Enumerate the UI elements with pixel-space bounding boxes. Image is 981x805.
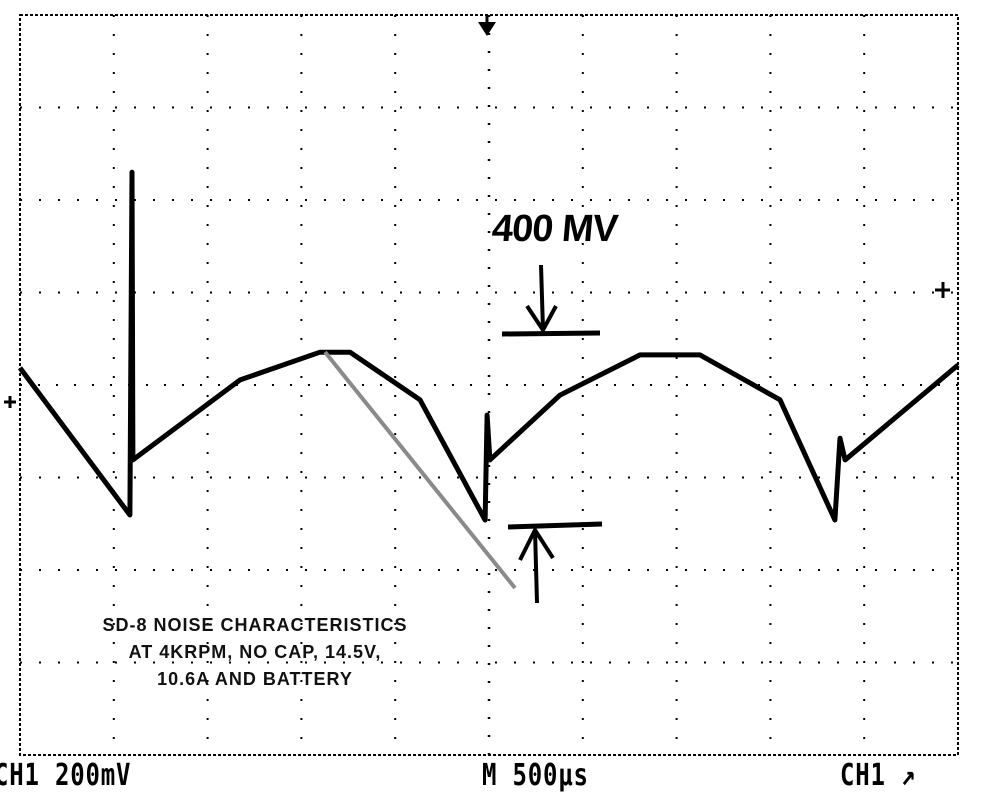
ch1-ground-marker-icon xyxy=(4,396,16,408)
down-arrow-icon xyxy=(525,264,558,334)
caption-line: 10.6A AND BATTERY xyxy=(157,669,353,689)
caption-note: SD-8 NOISE CHARACTERISTICS AT 4KRPM, NO … xyxy=(40,612,470,693)
ch1-trace xyxy=(17,169,960,523)
up-arrow-icon xyxy=(518,525,555,604)
channel-scale-readout: CH1 200mV xyxy=(0,758,132,793)
upper-bracket-line xyxy=(501,330,601,337)
caption-line: SD-8 NOISE CHARACTERISTICS xyxy=(102,615,408,635)
amplitude-annotation: 400 MV xyxy=(490,208,619,250)
slope-guide-line xyxy=(323,350,517,590)
timebase-readout: M 500µs xyxy=(482,758,589,793)
trigger-readout: CH1 ↗ xyxy=(840,758,917,793)
caption-line: AT 4KRPM, NO CAP, 14.5V, xyxy=(128,642,382,662)
lower-bracket-line xyxy=(507,521,603,530)
trigger-position-marker-icon xyxy=(478,22,496,36)
trigger-level-marker-icon xyxy=(935,282,950,298)
